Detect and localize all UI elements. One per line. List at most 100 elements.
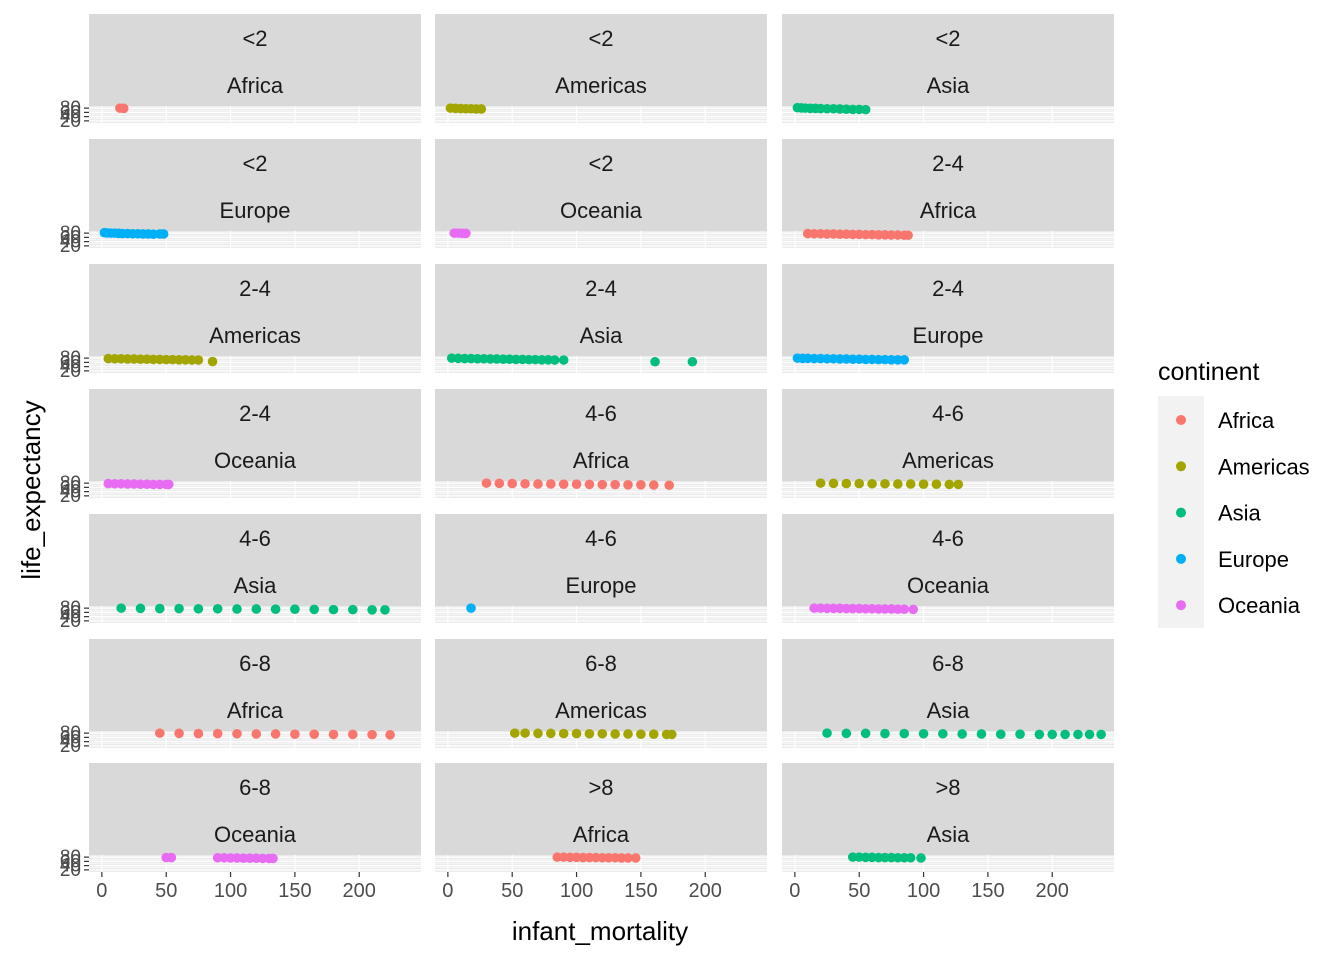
data-point [623,729,633,739]
legend-label: Asia [1218,501,1262,526]
data-point [860,104,871,115]
facet-panel: <2 Americas [435,14,767,123]
facet-strip [435,763,767,855]
strip-label-continent: Africa [573,822,630,847]
facet-strip [89,139,421,231]
data-point [328,604,339,615]
legend-title: continent [1158,358,1260,386]
data-point [1047,729,1058,740]
data-point [546,728,556,739]
y-tick-label: 20 [60,236,81,257]
data-point [648,480,659,490]
facet-strip [782,14,1114,106]
data-point [944,479,955,490]
x-axes: 0 50 100 150 200 0 50 100 150 200 0 50 100 150 200 [96,872,1069,902]
x-tick-label: 200 [689,880,722,902]
data-point [494,478,505,489]
data-point [309,604,319,615]
data-point [212,603,223,614]
x-tick-label: 0 [789,880,800,902]
strip-label-continent: Oceania [214,822,297,847]
y-tick-label: 60 [60,352,81,373]
strip-label-continent: Oceania [560,198,643,223]
y-tick-label: 80 [60,348,81,369]
data-point [328,729,339,740]
legend-key [1176,553,1186,564]
y-tick-label: 40 [60,856,81,877]
data-point [309,729,319,739]
data-point [558,479,569,489]
facet-strip [782,639,1114,731]
data-point [520,728,530,738]
x-tick-label: 50 [155,880,177,902]
strip-label-continent: Europe [220,198,291,223]
data-point [232,604,242,614]
strip-label-fertility: 2-4 [932,276,964,301]
data-point [867,478,877,489]
x-tick-label: 50 [501,880,523,902]
y-tick-label: 80 [60,98,81,119]
data-point [903,230,913,241]
y-tick-label: 80 [60,473,81,494]
facet-panel: 6-8 Asia [782,639,1114,748]
data-point [268,853,278,864]
data-point [630,853,641,863]
data-point [893,479,903,489]
facet-panel: <2 Asia [782,14,1114,123]
x-tick-label: 100 [214,880,247,902]
y-tick-label: 80 [60,847,81,868]
y-axis-title: life_expectancy [16,400,46,579]
data-point [584,728,595,739]
data-point [623,480,633,490]
y-tick-label: 80 [60,723,81,744]
strip-label-fertility: 4-6 [585,401,617,426]
data-point [571,479,582,489]
data-point [290,604,300,614]
data-point [367,605,377,615]
strip-label-continent: Oceania [214,448,297,473]
facet-strip [782,139,1114,231]
x-tick-label: 0 [96,880,107,902]
facet-strip [435,264,767,356]
y-tick-label: 60 [60,102,81,123]
legend-label: Africa [1218,408,1275,433]
facet-strip [435,514,767,606]
y-tick-label: 20 [60,111,81,132]
data-point [232,728,242,739]
facet-panel: 4-6 Europe [435,514,767,623]
strip-label-continent: Africa [227,73,284,98]
x-tick-label: 200 [1036,880,1069,902]
strip-label-fertility: 4-6 [932,401,964,426]
data-point [687,356,698,367]
x-tick-label: 50 [848,880,870,902]
strip-label-fertility: 6-8 [239,651,271,676]
strip-label-fertility: 6-8 [585,651,617,676]
data-point [584,479,595,490]
data-point [154,728,165,738]
x-tick-label: 150 [971,880,1004,902]
data-point [899,604,910,614]
data-point [476,104,487,114]
strip-label-fertility: 4-6 [932,526,964,551]
data-point [380,605,390,615]
data-point [860,728,871,739]
x-tick-label: 100 [560,880,593,902]
facet-strip [89,389,421,481]
data-point [828,478,839,489]
facet-panel: 4-6 Americas [782,389,1114,498]
data-point [597,479,608,490]
strip-label-fertility: 2-4 [585,276,617,301]
data-point [664,480,675,491]
data-point [270,729,281,739]
y-tick-label: 60 [60,851,81,872]
data-point [841,728,852,739]
strip-label-fertility: 6-8 [932,651,964,676]
facet-strip [435,389,767,481]
data-point [610,729,620,739]
facet-strip [435,639,767,731]
data-point [610,479,620,490]
